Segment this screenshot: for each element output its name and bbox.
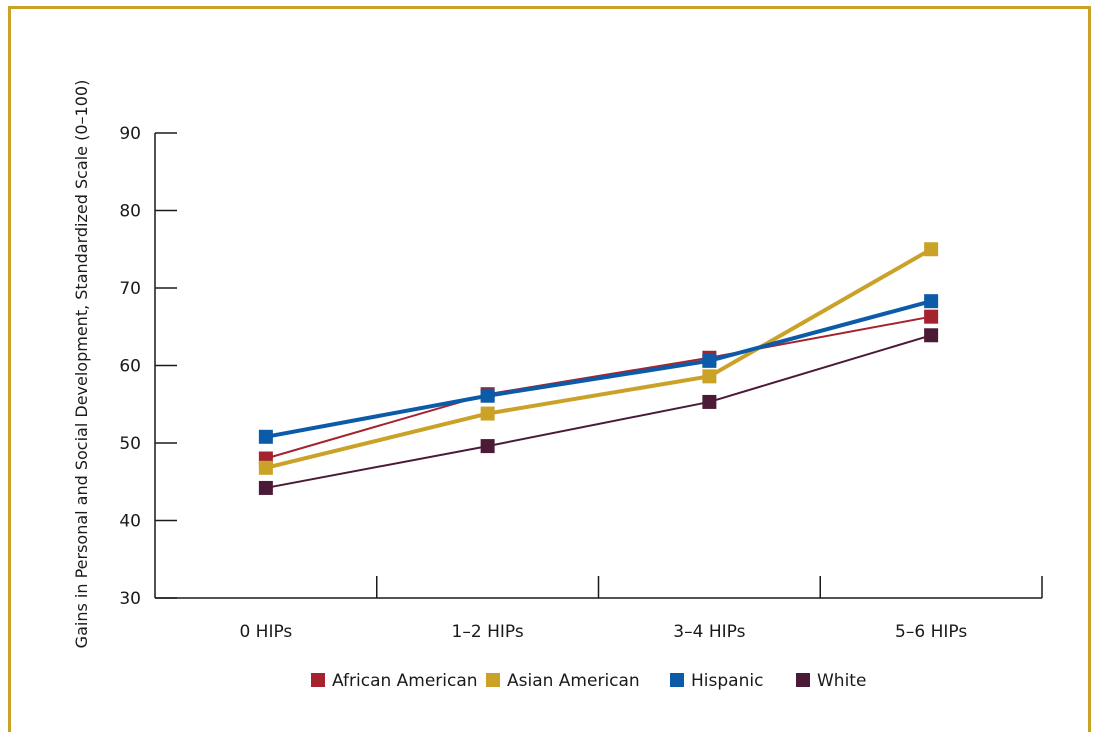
y-tick-label: 30 <box>119 589 141 609</box>
series-line-hispanic <box>265 299 932 439</box>
data-point-asian-american <box>924 242 939 257</box>
legend-label-hispanic: Hispanic <box>691 671 763 691</box>
chart-frame <box>8 6 1091 732</box>
y-tick-label: 80 <box>119 202 141 222</box>
legend-swatch-hispanic <box>670 673 684 687</box>
y-axis-label: Gains in Personal and Social Development… <box>72 80 91 649</box>
series-african-american <box>258 309 939 466</box>
series-line-asian-american <box>265 247 933 470</box>
legend-item-african-american: African American <box>311 671 478 691</box>
legend-label-asian-american: Asian American <box>507 671 640 691</box>
data-point-white <box>258 480 273 495</box>
legend-swatch-asian-american <box>486 673 500 687</box>
data-point-hispanic <box>702 353 717 368</box>
series-layer <box>258 242 939 495</box>
y-tick-label: 60 <box>119 357 141 377</box>
data-point-white <box>480 439 495 454</box>
legend-label-white: White <box>817 671 866 691</box>
x-tick-label: 1–2 HIPs <box>452 622 524 642</box>
series-line-white <box>265 334 932 489</box>
data-point-hispanic <box>924 294 939 309</box>
legend-item-hispanic: Hispanic <box>670 671 763 691</box>
axes: 30 40 50 60 70 80 90 0 HIPs 1–2 HIPs 3–4 HIPs 5–6 … <box>119 124 1043 642</box>
data-point-african-american <box>924 309 939 324</box>
legend-swatch-white <box>796 673 810 687</box>
legend-swatch-african-american <box>311 673 325 687</box>
series-line-african-american <box>265 315 932 460</box>
series-asian-american <box>258 242 939 475</box>
x-tick-label: 5–6 HIPs <box>895 622 967 642</box>
series-hispanic <box>258 294 939 444</box>
y-tick-label: 50 <box>119 434 141 454</box>
data-point-hispanic <box>258 429 273 444</box>
x-tick-label: 0 HIPs <box>239 622 292 642</box>
data-point-asian-american <box>702 369 717 384</box>
data-point-white <box>702 394 717 409</box>
legend-label-african-american: African American <box>332 671 478 691</box>
y-tick-label: 40 <box>119 512 141 532</box>
legend: African American Asian American Hispanic Wh… <box>311 671 866 691</box>
legend-item-white: White <box>796 671 866 691</box>
y-tick-label: 90 <box>119 124 141 144</box>
legend-item-asian-american: Asian American <box>486 671 640 691</box>
series-white <box>258 328 939 495</box>
x-tick-label: 3–4 HIPs <box>673 622 745 642</box>
data-point-asian-american <box>258 460 273 475</box>
data-point-hispanic <box>480 388 495 403</box>
y-tick-label: 70 <box>119 279 141 299</box>
data-point-white <box>924 328 939 343</box>
data-point-asian-american <box>480 406 495 421</box>
